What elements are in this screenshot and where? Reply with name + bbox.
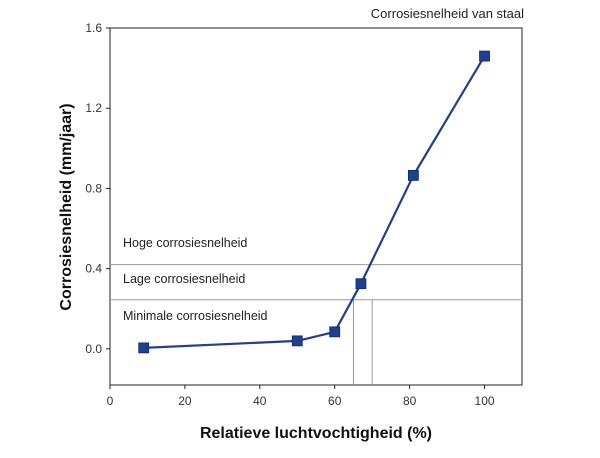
zone-label-low: Lage corrosiesnelheid [123, 272, 245, 286]
x-tick-label: 20 [178, 394, 192, 408]
y-tick-label: 0.0 [85, 342, 102, 356]
zone-label-high: Hoge corrosiesnelheid [123, 236, 247, 250]
x-tick-label: 100 [475, 394, 495, 408]
x-tick-label: 80 [403, 394, 417, 408]
series-line [143, 55, 486, 349]
data-point-marker [355, 278, 367, 290]
data-point-marker [329, 326, 341, 338]
y-tick-label: 1.2 [85, 101, 102, 115]
x-axis-label: Relatieve luchtvochtigheid (%) [200, 425, 432, 442]
x-axis-ticks: 0 20 40 60 80 100 [107, 385, 495, 408]
y-axis-label: Corrosiesnelheid (mm/jaar) [58, 103, 75, 310]
x-tick-label: 60 [328, 394, 342, 408]
y-tick-label: 0.8 [85, 181, 102, 195]
chart-title: Corrosiesnelheid van staal [371, 6, 524, 21]
data-point-marker [138, 342, 150, 354]
x-tick-label: 0 [107, 394, 114, 408]
series-markers [138, 50, 490, 354]
threshold-lines [110, 264, 522, 301]
zone-label-minimal: Minimale corrosiesnelheid [123, 309, 268, 323]
vertical-guides [352, 299, 373, 385]
plot-frame [109, 27, 523, 386]
y-axis-ticks: 0.0 0.4 0.8 1.2 1.6 [85, 21, 110, 356]
data-point-marker [479, 50, 490, 62]
data-point-marker [407, 170, 419, 181]
x-tick-label: 40 [253, 394, 267, 408]
y-tick-label: 1.6 [85, 21, 102, 35]
y-tick-label: 0.4 [85, 262, 102, 276]
data-point-marker [291, 335, 303, 347]
